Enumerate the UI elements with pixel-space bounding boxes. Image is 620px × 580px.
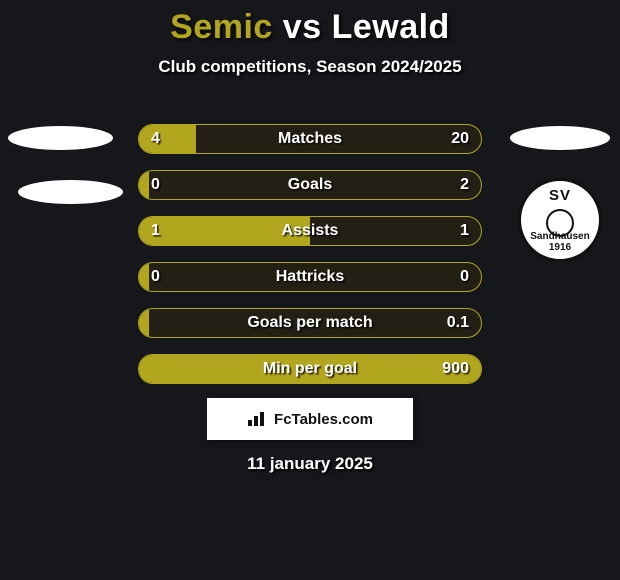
stat-label: Min per goal: [139, 355, 481, 383]
logo-text-top: SV: [521, 187, 599, 204]
stat-label: Goals: [139, 171, 481, 199]
source-link[interactable]: FcTables.com: [207, 398, 413, 440]
player2-name: Lewald: [332, 8, 450, 46]
player1-name: Semic: [170, 8, 273, 46]
page-title: Semic vs Lewald: [0, 8, 620, 47]
logo-text-bottom: Sandhausen 1916: [521, 231, 599, 253]
stat-value-right: 1: [460, 217, 469, 245]
decor-ellipse-right-1: [510, 126, 610, 150]
stat-label: Assists: [139, 217, 481, 245]
stat-label: Matches: [139, 125, 481, 153]
player2-club-logo: SV Sandhausen 1916: [518, 178, 602, 262]
stat-row: 0Goals2: [138, 170, 482, 200]
decor-ellipse-left-1: [8, 126, 113, 150]
stat-row: 4Matches20: [138, 124, 482, 154]
stat-value-right: 0: [460, 263, 469, 291]
subtitle: Club competitions, Season 2024/2025: [0, 57, 620, 77]
vs-text: vs: [283, 8, 322, 46]
source-label: FcTables.com: [274, 411, 373, 428]
stat-row: 0Hattricks0: [138, 262, 482, 292]
stat-row: Min per goal900: [138, 354, 482, 384]
bars-icon: [247, 411, 267, 427]
stat-value-right: 2: [460, 171, 469, 199]
stat-label: Goals per match: [139, 309, 481, 337]
date-text: 11 january 2025: [0, 454, 620, 474]
decor-ellipse-left-2: [18, 180, 123, 204]
stat-value-right: 20: [451, 125, 469, 153]
stat-value-right: 900: [442, 355, 469, 383]
stat-label: Hattricks: [139, 263, 481, 291]
stat-row: Goals per match0.1: [138, 308, 482, 338]
stat-value-right: 0.1: [447, 309, 469, 337]
stats-bars: 4Matches200Goals21Assists10Hattricks0Goa…: [138, 124, 482, 400]
comparison-card: Semic vs Lewald Club competitions, Seaso…: [0, 0, 620, 580]
stat-row: 1Assists1: [138, 216, 482, 246]
